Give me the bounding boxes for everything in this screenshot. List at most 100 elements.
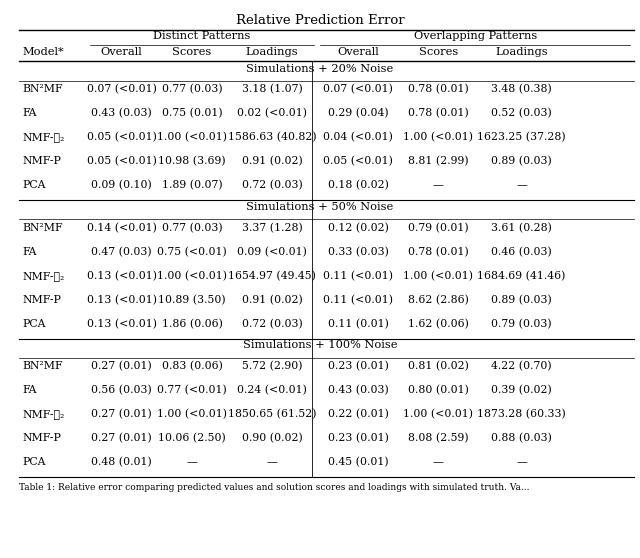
- Text: 3.37 (1.28): 3.37 (1.28): [242, 223, 302, 233]
- Text: 1684.69 (41.46): 1684.69 (41.46): [477, 271, 566, 281]
- Text: 0.23 (0.01): 0.23 (0.01): [328, 361, 389, 371]
- Text: 0.88 (0.03): 0.88 (0.03): [491, 433, 552, 443]
- Text: FA: FA: [22, 385, 37, 395]
- Text: NMF-ℓ₂: NMF-ℓ₂: [22, 132, 65, 142]
- Text: 0.91 (0.02): 0.91 (0.02): [242, 295, 302, 305]
- Text: 0.02 (<0.01): 0.02 (<0.01): [237, 108, 307, 118]
- Text: 0.72 (0.03): 0.72 (0.03): [242, 180, 302, 190]
- Text: Relative Prediction Error: Relative Prediction Error: [236, 14, 404, 27]
- Text: Simulations + 100% Noise: Simulations + 100% Noise: [243, 340, 397, 350]
- Text: 0.89 (0.03): 0.89 (0.03): [492, 156, 552, 166]
- Text: 0.14 (<0.01): 0.14 (<0.01): [86, 223, 157, 233]
- Text: 0.07 (<0.01): 0.07 (<0.01): [323, 84, 394, 94]
- Text: 0.22 (0.01): 0.22 (0.01): [328, 409, 389, 419]
- Text: —: —: [516, 180, 527, 190]
- Text: 0.46 (0.03): 0.46 (0.03): [492, 247, 552, 257]
- Text: 0.47 (0.03): 0.47 (0.03): [92, 247, 152, 257]
- Text: 0.12 (0.02): 0.12 (0.02): [328, 223, 389, 233]
- Text: 0.77 (0.03): 0.77 (0.03): [162, 223, 222, 233]
- Text: 4.22 (0.70): 4.22 (0.70): [492, 361, 552, 371]
- Text: 0.05 (<0.01): 0.05 (<0.01): [86, 156, 157, 166]
- Text: 0.11 (0.01): 0.11 (0.01): [328, 319, 389, 329]
- Text: Overall: Overall: [100, 47, 143, 57]
- Text: 0.90 (0.02): 0.90 (0.02): [242, 433, 302, 443]
- Text: 1654.97 (49.45): 1654.97 (49.45): [228, 271, 316, 281]
- Text: 1.00 (<0.01): 1.00 (<0.01): [403, 132, 474, 142]
- Text: 0.09 (<0.01): 0.09 (<0.01): [237, 247, 307, 257]
- Text: NMF-P: NMF-P: [22, 156, 61, 166]
- Text: BN²MF: BN²MF: [22, 361, 63, 371]
- Text: 10.06 (2.50): 10.06 (2.50): [158, 433, 226, 443]
- Text: 0.80 (0.01): 0.80 (0.01): [408, 385, 469, 395]
- Text: 0.56 (0.03): 0.56 (0.03): [92, 385, 152, 395]
- Text: —: —: [433, 457, 444, 467]
- Text: 0.11 (<0.01): 0.11 (<0.01): [323, 271, 394, 281]
- Text: 0.79 (0.03): 0.79 (0.03): [492, 319, 552, 329]
- Text: 0.75 (<0.01): 0.75 (<0.01): [157, 247, 227, 257]
- Text: NMF-ℓ₂: NMF-ℓ₂: [22, 271, 65, 281]
- Text: 0.05 (<0.01): 0.05 (<0.01): [86, 132, 157, 142]
- Text: 0.24 (<0.01): 0.24 (<0.01): [237, 385, 307, 395]
- Text: 0.78 (0.01): 0.78 (0.01): [408, 108, 468, 118]
- Text: 1623.25 (37.28): 1623.25 (37.28): [477, 132, 566, 142]
- Text: Overall: Overall: [337, 47, 380, 57]
- Text: 0.33 (0.03): 0.33 (0.03): [328, 247, 389, 257]
- Text: 0.77 (0.03): 0.77 (0.03): [162, 84, 222, 94]
- Text: FA: FA: [22, 247, 37, 257]
- Text: 1586.63 (40.82): 1586.63 (40.82): [228, 132, 316, 142]
- Text: —: —: [433, 180, 444, 190]
- Text: PCA: PCA: [22, 457, 46, 467]
- Text: 3.48 (0.38): 3.48 (0.38): [492, 84, 552, 94]
- Text: 0.13 (<0.01): 0.13 (<0.01): [86, 295, 157, 305]
- Text: 8.81 (2.99): 8.81 (2.99): [408, 156, 468, 166]
- Text: 1.89 (0.07): 1.89 (0.07): [162, 180, 222, 190]
- Text: Table 1: Relative error comparing predicted values and solution scores and loadi: Table 1: Relative error comparing predic…: [19, 483, 530, 492]
- Text: PCA: PCA: [22, 319, 46, 329]
- Text: NMF-P: NMF-P: [22, 433, 61, 443]
- Text: 0.13 (<0.01): 0.13 (<0.01): [86, 319, 157, 329]
- Text: 1.00 (<0.01): 1.00 (<0.01): [403, 271, 474, 281]
- Text: 3.18 (1.07): 3.18 (1.07): [242, 84, 302, 94]
- Text: 0.39 (0.02): 0.39 (0.02): [492, 385, 552, 395]
- Text: 0.83 (0.06): 0.83 (0.06): [161, 361, 223, 371]
- Text: 5.72 (2.90): 5.72 (2.90): [242, 361, 302, 371]
- Text: 0.43 (0.03): 0.43 (0.03): [92, 108, 152, 118]
- Text: 1873.28 (60.33): 1873.28 (60.33): [477, 409, 566, 419]
- Text: —: —: [267, 457, 277, 467]
- Text: 1.00 (<0.01): 1.00 (<0.01): [157, 132, 227, 142]
- Text: 1.86 (0.06): 1.86 (0.06): [161, 319, 223, 329]
- Text: NMF-P: NMF-P: [22, 295, 61, 305]
- Text: 0.29 (0.04): 0.29 (0.04): [328, 108, 388, 118]
- Text: —: —: [516, 457, 527, 467]
- Text: 0.09 (0.10): 0.09 (0.10): [92, 180, 152, 190]
- Text: 0.75 (0.01): 0.75 (0.01): [162, 108, 222, 118]
- Text: 0.52 (0.03): 0.52 (0.03): [492, 108, 552, 118]
- Text: FA: FA: [22, 108, 37, 118]
- Text: 1.00 (<0.01): 1.00 (<0.01): [157, 409, 227, 419]
- Text: 0.48 (0.01): 0.48 (0.01): [92, 457, 152, 467]
- Text: NMF-ℓ₂: NMF-ℓ₂: [22, 409, 65, 419]
- Text: BN²MF: BN²MF: [22, 223, 63, 233]
- Text: 0.27 (0.01): 0.27 (0.01): [92, 409, 152, 419]
- Text: 0.23 (0.01): 0.23 (0.01): [328, 433, 389, 443]
- Text: 3.61 (0.28): 3.61 (0.28): [491, 223, 552, 233]
- Text: Loadings: Loadings: [495, 47, 548, 57]
- Text: 0.11 (<0.01): 0.11 (<0.01): [323, 295, 394, 305]
- Text: 0.05 (<0.01): 0.05 (<0.01): [323, 156, 394, 166]
- Text: Loadings: Loadings: [246, 47, 298, 57]
- Text: PCA: PCA: [22, 180, 46, 190]
- Text: Model*: Model*: [22, 47, 64, 57]
- Text: 0.79 (0.01): 0.79 (0.01): [408, 223, 468, 233]
- Text: 10.89 (3.50): 10.89 (3.50): [158, 295, 226, 305]
- Text: Simulations + 50% Noise: Simulations + 50% Noise: [246, 202, 394, 212]
- Text: 1.62 (0.06): 1.62 (0.06): [408, 319, 469, 329]
- Text: 0.27 (0.01): 0.27 (0.01): [92, 361, 152, 371]
- Text: 0.43 (0.03): 0.43 (0.03): [328, 385, 388, 395]
- Text: BN²MF: BN²MF: [22, 84, 63, 94]
- Text: 0.72 (0.03): 0.72 (0.03): [242, 319, 302, 329]
- Text: 8.08 (2.59): 8.08 (2.59): [408, 433, 468, 443]
- Text: Distinct Patterns: Distinct Patterns: [153, 31, 250, 41]
- Text: Overlapping Patterns: Overlapping Patterns: [413, 31, 537, 41]
- Text: 10.98 (3.69): 10.98 (3.69): [158, 156, 226, 166]
- Text: 8.62 (2.86): 8.62 (2.86): [408, 295, 469, 305]
